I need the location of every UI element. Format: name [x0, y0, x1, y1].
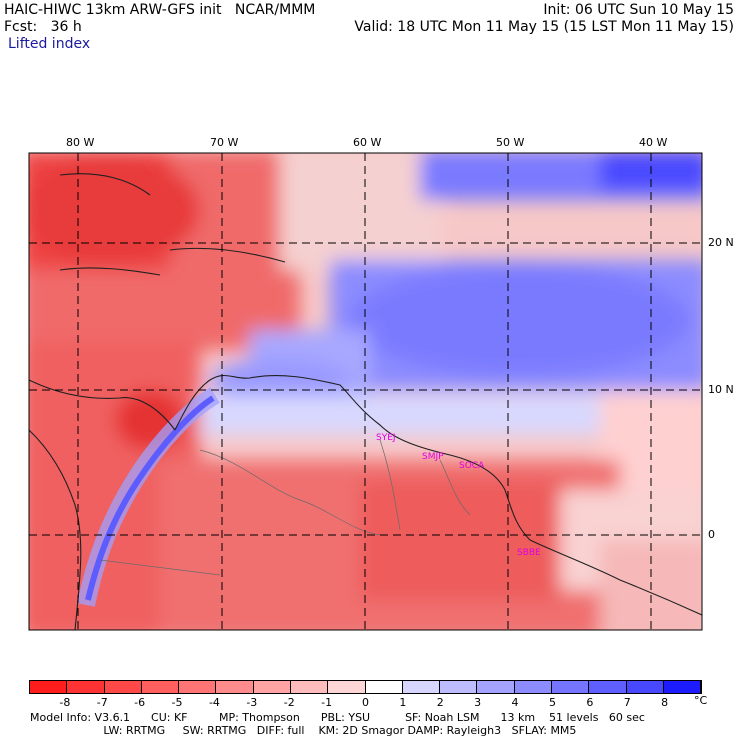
- colorbar-tick-label: -5: [171, 696, 183, 709]
- colorbar-swatch: [477, 681, 515, 693]
- colorbar-swatch: [626, 681, 664, 693]
- lon-label: 40 W: [639, 136, 668, 149]
- colorbar-swatch: [663, 681, 702, 693]
- colorbar-labels: -8 -7 -6 -5 -4 -3 -2 -1 0 1 2 3 4 5 6 7 8: [29, 696, 702, 710]
- header-line2-left: Fcst: 36 h: [4, 19, 82, 35]
- colorbar-swatch: [179, 681, 217, 693]
- colorbar-swatch: [67, 681, 105, 693]
- station-label: SMJP: [422, 452, 444, 462]
- colorbar-swatch: [365, 681, 403, 693]
- lon-label: 80 W: [66, 136, 95, 149]
- colorbar-swatch: [141, 681, 180, 693]
- header-line2-right: Valid: 18 UTC Mon 11 May 15 (15 LST Mon …: [354, 19, 734, 35]
- field-title: Lifted index: [8, 36, 91, 52]
- colorbar-tick-label: 6: [586, 696, 594, 709]
- map-frame: [28, 152, 703, 631]
- header-line1-right: Init: 06 UTC Sun 10 May 15: [543, 2, 734, 18]
- footer-physics: LW: RRTMG SW: RRTMG DIFF: full KM: 2D Sm…: [30, 724, 577, 737]
- lat-label: 0: [708, 528, 715, 541]
- colorbar-swatch: [216, 681, 254, 693]
- colorbar-swatch: [290, 681, 329, 693]
- footer-model-info: Model Info: V3.6.1 CU: KF MP: Thompson P…: [30, 711, 645, 724]
- colorbar-swatch: [402, 681, 441, 693]
- colorbar-unit: °C: [694, 694, 708, 707]
- colorbar-tick-label: -6: [134, 696, 146, 709]
- colorbar-swatch: [253, 681, 291, 693]
- lon-label: 70 W: [210, 136, 239, 149]
- colorbar-tick-label: -8: [59, 696, 71, 709]
- station-label: SBBE: [517, 548, 541, 558]
- station-label: SYEJ: [376, 433, 396, 443]
- colorbar-swatch: [440, 681, 478, 693]
- colorbar-swatch: [514, 681, 552, 693]
- lon-label: 60 W: [353, 136, 382, 149]
- colorbar-tick-label: 0: [362, 696, 369, 709]
- lat-label: 20 N: [708, 236, 734, 249]
- station-label: SOCA: [459, 461, 485, 471]
- colorbar-tick-label: -1: [321, 696, 333, 709]
- colorbar-swatch: [551, 681, 590, 693]
- colorbar-tick-label: -4: [208, 696, 220, 709]
- lat-label: 10 N: [708, 383, 734, 396]
- colorbar-tick-label: 2: [436, 696, 444, 709]
- colorbar-tick-label: -3: [246, 696, 258, 709]
- colorbar-tick-label: 8: [661, 696, 669, 709]
- colorbar-tick-label: 1: [399, 696, 407, 709]
- colorbar-tick-label: -2: [283, 696, 295, 709]
- colorbar: [29, 680, 702, 694]
- map-field: SYEJ SMJP SOCA SBBE: [29, 153, 702, 630]
- colorbar-tick-label: 4: [511, 696, 519, 709]
- colorbar-swatch: [589, 681, 627, 693]
- colorbar-tick-label: 7: [623, 696, 631, 709]
- colorbar-swatch: [104, 681, 142, 693]
- colorbar-swatch: [328, 681, 366, 693]
- lon-label: 50 W: [496, 136, 525, 149]
- header-line1-left: HAIC-HIWC 13km ARW-GFS init NCAR/MMM: [4, 2, 316, 18]
- colorbar-tick-label: 5: [548, 696, 556, 709]
- colorbar-tick-label: 3: [474, 696, 482, 709]
- colorbar-swatch: [30, 681, 68, 693]
- colorbar-tick-label: -7: [96, 696, 108, 709]
